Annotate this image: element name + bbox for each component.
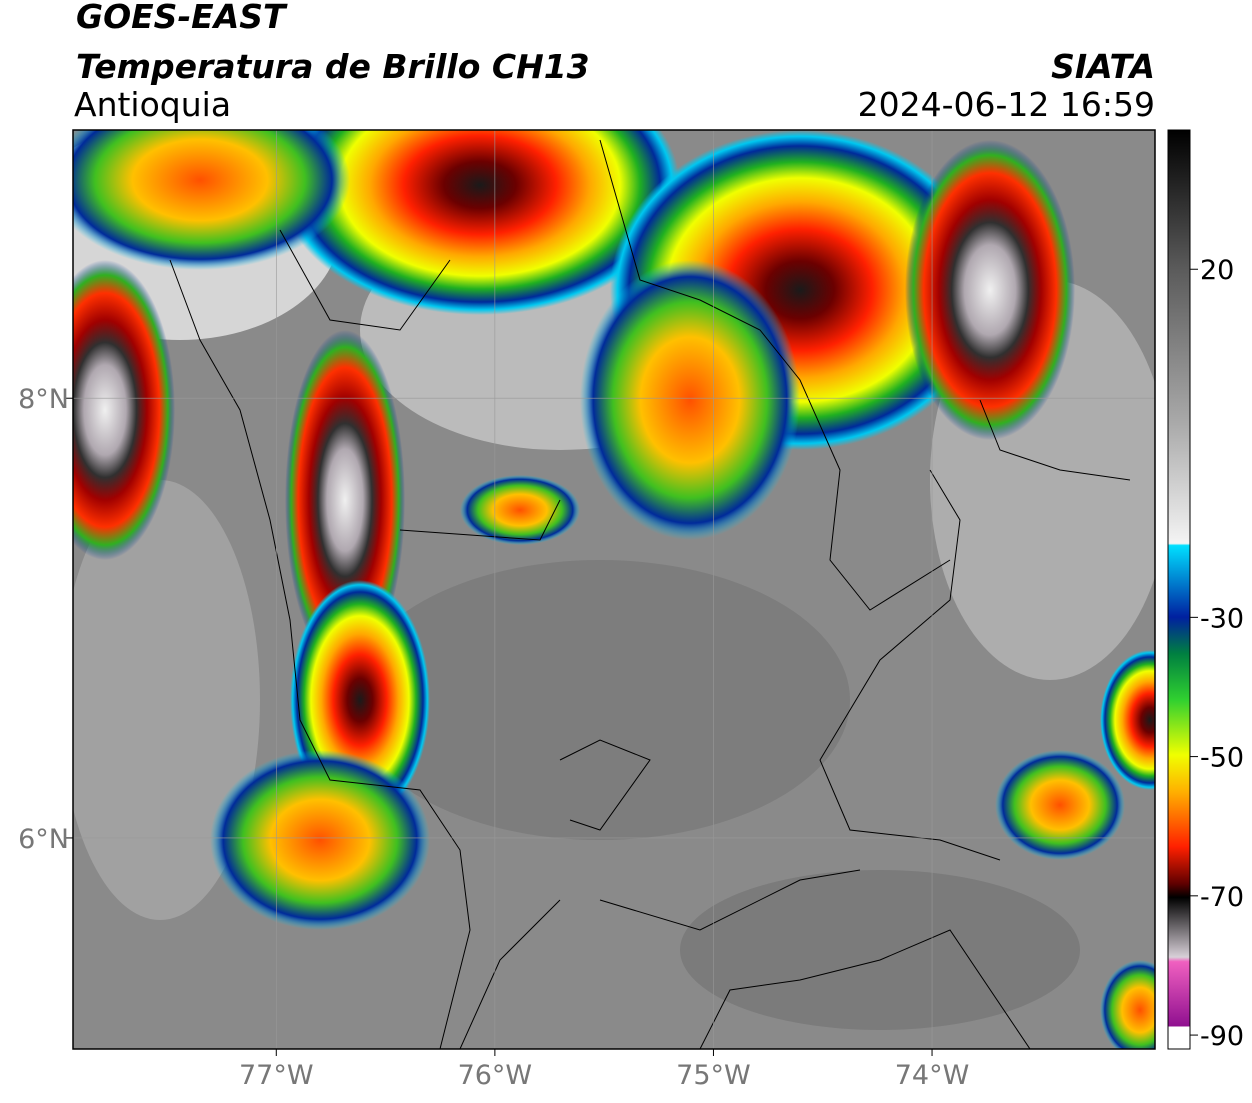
lon-tick-label: 77°W [239,1060,314,1091]
storm [210,750,430,930]
map-frame [72,129,1156,1050]
graticule [73,130,1155,1049]
timestamp: 2024-06-12 16:59 [858,85,1155,124]
lat-tick-label: 6°N [18,824,69,855]
source: SIATA [1051,47,1155,86]
storm [995,750,1125,860]
storm [73,130,350,270]
storm [580,260,800,540]
storm [280,130,680,315]
colorbar [1167,129,1191,1050]
title: GOES-EAST [76,0,288,36]
lon-tick-label: 74°W [895,1060,970,1091]
colorbar-tick-label: 20 [1200,255,1234,286]
storm [73,260,175,560]
borders [169,139,1131,1049]
storm [1100,960,1155,1049]
region: Antioquia [74,85,231,124]
storm [905,140,1075,440]
cloud [680,870,1080,1030]
lon-tick-label: 75°W [676,1060,751,1091]
lon-tick-label: 76°W [458,1060,533,1091]
colorbar-tick-label: -50 [1200,743,1244,774]
lat-tick-label: 8°N [18,384,69,415]
storm [1100,650,1155,790]
cloud [73,480,260,920]
colorbar-tick-label: -30 [1200,603,1244,634]
colorbar-tick-label: -90 [1200,1021,1244,1052]
storm [460,475,580,545]
map-image [73,130,1155,1049]
subtitle: Temperatura de Brillo CH13 [76,47,590,86]
cloud [350,560,850,840]
colorbar-tick-label: -70 [1200,882,1244,913]
